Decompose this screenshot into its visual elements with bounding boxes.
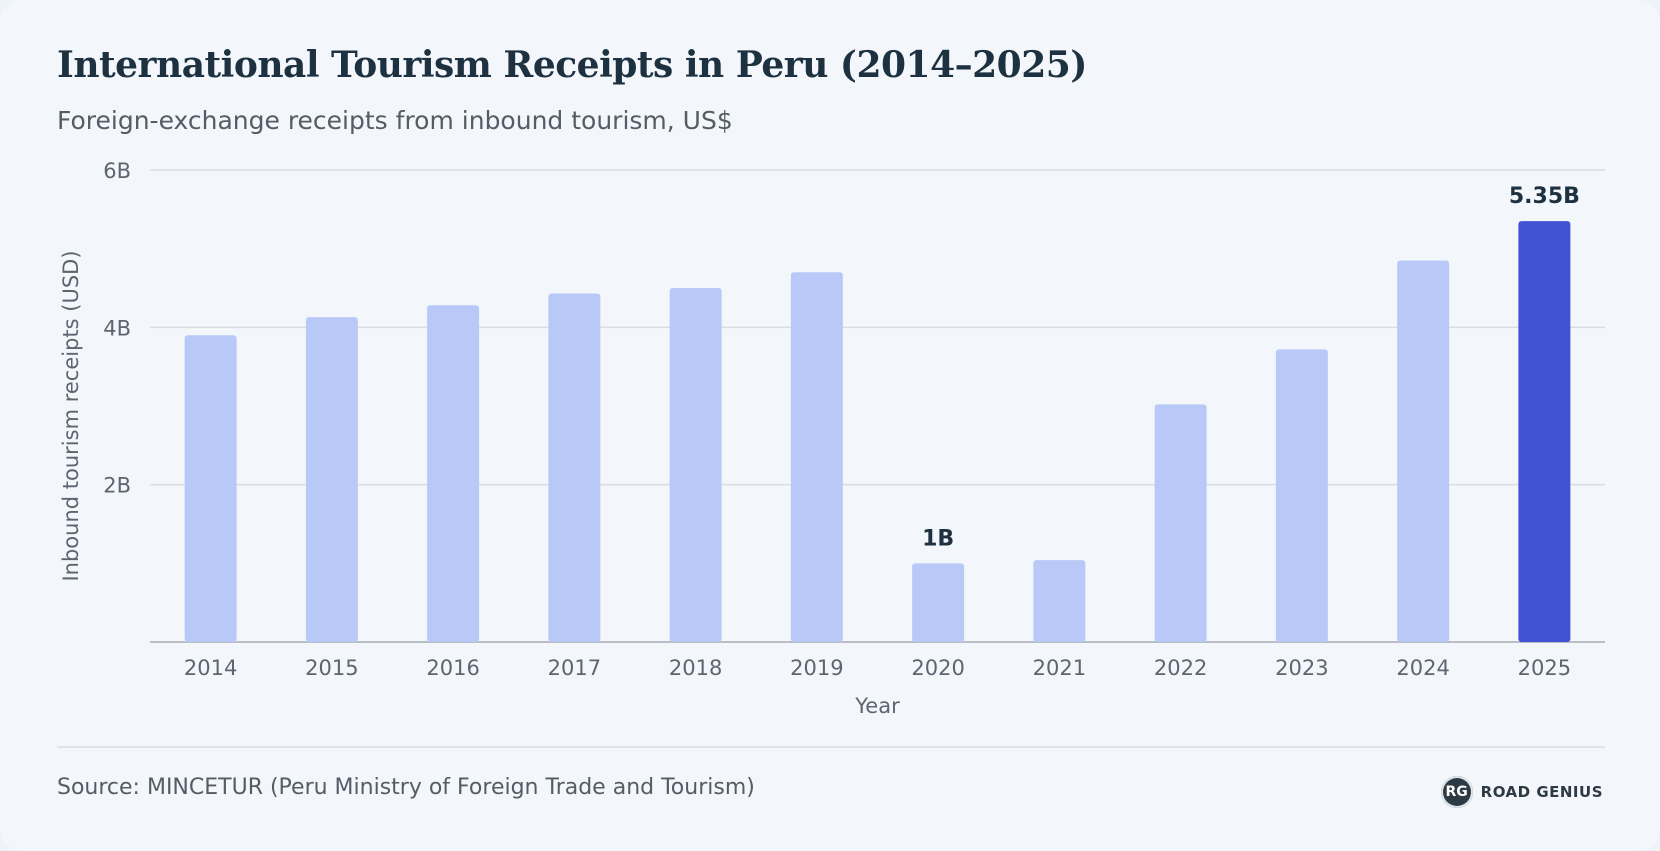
x-tick-label: 2016	[426, 656, 479, 680]
x-tick-label: 2017	[548, 656, 601, 680]
bar-2023	[1275, 349, 1328, 642]
data-label: 1B	[922, 526, 954, 551]
x-tick-label: 2015	[305, 656, 358, 680]
x-tick-label: 2025	[1518, 656, 1571, 680]
bar-2021	[1033, 560, 1086, 642]
x-axis-title: Year	[854, 694, 900, 718]
footer-divider	[57, 746, 1605, 748]
bar-2018	[669, 288, 722, 642]
brand-badge-icon: RG	[1440, 776, 1473, 808]
bar-2025	[1518, 221, 1571, 642]
y-tick-label: 4B	[103, 316, 131, 340]
data-label: 5.35B	[1509, 184, 1580, 209]
y-tick-label: 6B	[103, 159, 131, 183]
chart-title: International Tourism Receipts in Peru (…	[57, 44, 1087, 86]
bar-2015	[305, 317, 358, 642]
source-note: Source: MINCETUR (Peru Ministry of Forei…	[57, 775, 755, 800]
x-tick-label: 2020	[911, 656, 964, 680]
x-tick-label: 2018	[669, 656, 722, 680]
x-tick-label: 2024	[1396, 656, 1449, 680]
bar-2016	[427, 305, 480, 642]
bar-2024	[1397, 260, 1450, 642]
bar-2022	[1154, 404, 1207, 642]
x-tick-label: 2014	[184, 656, 237, 680]
x-tick-label: 2023	[1275, 656, 1328, 680]
chart-subtitle: Foreign-exchange receipts from inbound t…	[57, 106, 733, 135]
x-tick-label: 2019	[790, 656, 843, 680]
x-tick-label: 2022	[1154, 656, 1207, 680]
bar-2014	[184, 335, 237, 642]
bar-2019	[790, 272, 843, 642]
y-axis-title: Inbound tourism receipts (USD)	[59, 250, 83, 581]
brand-name: ROAD GENIUS	[1480, 783, 1603, 801]
bar-2020	[912, 563, 965, 642]
brand-logo: RG ROAD GENIUS	[1440, 776, 1603, 808]
y-tick-label: 2B	[103, 474, 131, 498]
bar-chart: 2B 4B 6B 2014 2015 2016 2017 2018 2019 2020 1B 2021…	[59, 159, 1605, 718]
bar-2017	[548, 293, 601, 642]
x-tick-label: 2021	[1033, 656, 1086, 680]
